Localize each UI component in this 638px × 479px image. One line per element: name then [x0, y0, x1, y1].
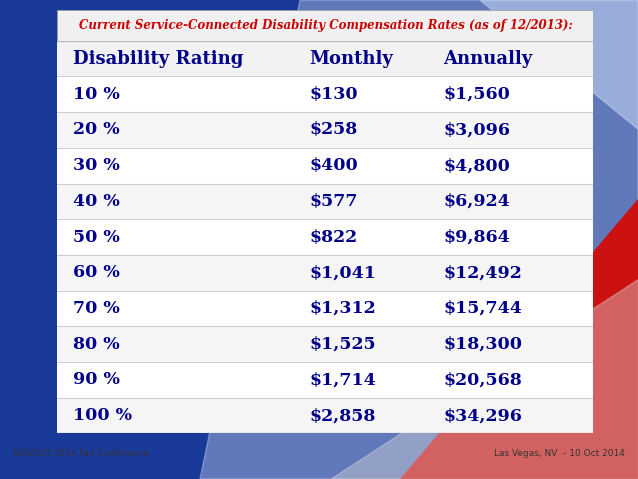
Text: $2,858: $2,858	[309, 407, 376, 424]
Bar	[57, 291, 593, 326]
Text: $1,525: $1,525	[309, 336, 376, 353]
Polygon shape	[200, 0, 638, 479]
Bar	[57, 326, 593, 362]
Text: $1,714: $1,714	[309, 371, 376, 388]
Text: $20,568: $20,568	[443, 371, 522, 388]
Bar	[57, 255, 593, 291]
Text: 10 %: 10 %	[73, 86, 120, 103]
Text: 60 %: 60 %	[73, 264, 120, 281]
Bar	[57, 219, 593, 255]
Polygon shape	[480, 0, 638, 129]
Polygon shape	[330, 279, 638, 479]
Text: NOSSCR 2014 Fall Conference: NOSSCR 2014 Fall Conference	[13, 449, 149, 458]
Text: $1,041: $1,041	[309, 264, 376, 281]
Bar	[57, 148, 593, 183]
Text: Las Vegas, NV  - 10 Oct 2014: Las Vegas, NV - 10 Oct 2014	[494, 449, 625, 458]
Text: 100 %: 100 %	[73, 407, 133, 424]
Text: $822: $822	[309, 228, 357, 246]
Bar	[57, 77, 593, 112]
Bar	[57, 112, 593, 148]
Text: $130: $130	[309, 86, 358, 103]
Text: Annually: Annually	[443, 49, 533, 68]
Text: 20 %: 20 %	[73, 122, 120, 138]
Text: 70 %: 70 %	[73, 300, 120, 317]
Text: $577: $577	[309, 193, 358, 210]
Text: $258: $258	[309, 122, 357, 138]
Bar	[57, 41, 593, 77]
Text: Monthly: Monthly	[309, 49, 393, 68]
Text: $34,296: $34,296	[443, 407, 522, 424]
Text: $1,560: $1,560	[443, 86, 510, 103]
Text: Disability Rating: Disability Rating	[73, 49, 244, 68]
Text: $15,744: $15,744	[443, 300, 522, 317]
Text: $1,312: $1,312	[309, 300, 376, 317]
Text: $400: $400	[309, 157, 358, 174]
Text: $9,864: $9,864	[443, 228, 510, 246]
Text: 90 %: 90 %	[73, 371, 121, 388]
Text: $18,300: $18,300	[443, 336, 523, 353]
Text: $4,800: $4,800	[443, 157, 510, 174]
Text: 30 %: 30 %	[73, 157, 120, 174]
Text: $6,924: $6,924	[443, 193, 510, 210]
Text: $12,492: $12,492	[443, 264, 522, 281]
Polygon shape	[400, 199, 638, 479]
Bar	[57, 362, 593, 398]
Text: Current Service-Connected Disability Compensation Rates (as of 12/2013):: Current Service-Connected Disability Com…	[78, 19, 572, 32]
Text: $3,096: $3,096	[443, 122, 510, 138]
Text: 80 %: 80 %	[73, 336, 120, 353]
Text: 50 %: 50 %	[73, 228, 120, 246]
Text: 40 %: 40 %	[73, 193, 120, 210]
Bar	[57, 398, 593, 433]
Bar	[57, 183, 593, 219]
